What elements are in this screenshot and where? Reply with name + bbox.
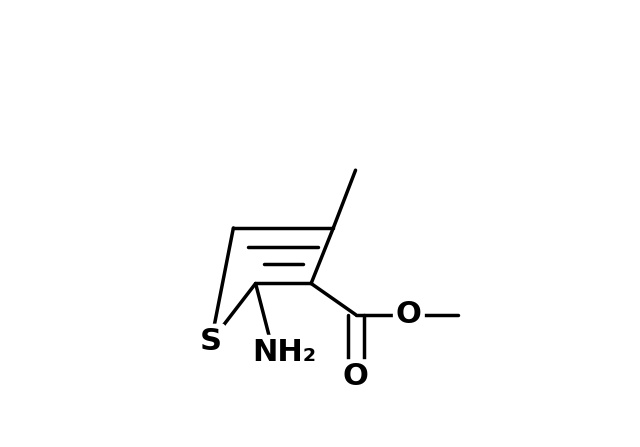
Text: NH₂: NH₂ <box>252 338 317 367</box>
Text: O: O <box>342 362 369 391</box>
Text: S: S <box>200 327 222 356</box>
Text: O: O <box>396 300 422 329</box>
